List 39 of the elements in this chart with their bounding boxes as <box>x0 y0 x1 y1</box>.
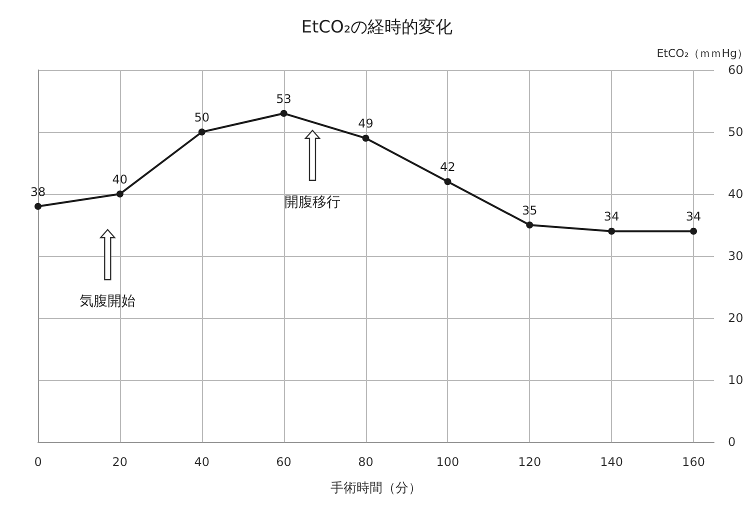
data-label: 40 <box>112 172 128 186</box>
x-tick-label: 100 <box>436 455 460 469</box>
x-axis-title: 手術時間（分） <box>330 481 422 496</box>
y-tick-label: 20 <box>728 311 744 325</box>
data-label: 34 <box>604 210 620 224</box>
x-tick-label: 40 <box>194 455 210 469</box>
y-tick-label: 30 <box>728 249 744 263</box>
point <box>362 134 370 142</box>
data-label: 49 <box>358 116 374 131</box>
x-tick-label: 120 <box>518 455 542 469</box>
y-tick-label: 10 <box>728 373 744 387</box>
y-axis-title: EtCO₂（ｍｍHg） <box>656 47 748 60</box>
point <box>280 110 288 117</box>
x-tick-label: 20 <box>112 455 128 469</box>
x-tick-label: 0 <box>34 455 42 469</box>
point <box>198 128 206 136</box>
point <box>526 222 534 228</box>
y-tick-label: 40 <box>728 187 744 201</box>
point <box>34 202 42 210</box>
y-tick-label: 50 <box>728 125 744 139</box>
data-label: 38 <box>30 184 46 199</box>
y-tick-label: 0 <box>728 435 736 449</box>
x-tick-label: 140 <box>600 455 624 469</box>
data-label: 42 <box>440 160 456 174</box>
x-tick-label: 60 <box>276 455 292 469</box>
point <box>608 228 616 235</box>
x-tick-label: 80 <box>358 455 374 469</box>
annotation: 開腹移行 <box>284 194 340 210</box>
data-label: 34 <box>686 210 702 224</box>
point <box>116 190 124 198</box>
point <box>444 178 452 186</box>
annotation: 気腹開始 <box>80 294 136 310</box>
x-tick-label: 160 <box>682 455 705 469</box>
point <box>690 228 698 235</box>
data-label: 53 <box>276 92 292 106</box>
chart-title: EtCO₂の経時的変化 <box>301 18 453 38</box>
data-label: 35 <box>522 204 538 218</box>
y-tick-label: 60 <box>728 63 744 77</box>
data-label: 50 <box>194 110 210 124</box>
